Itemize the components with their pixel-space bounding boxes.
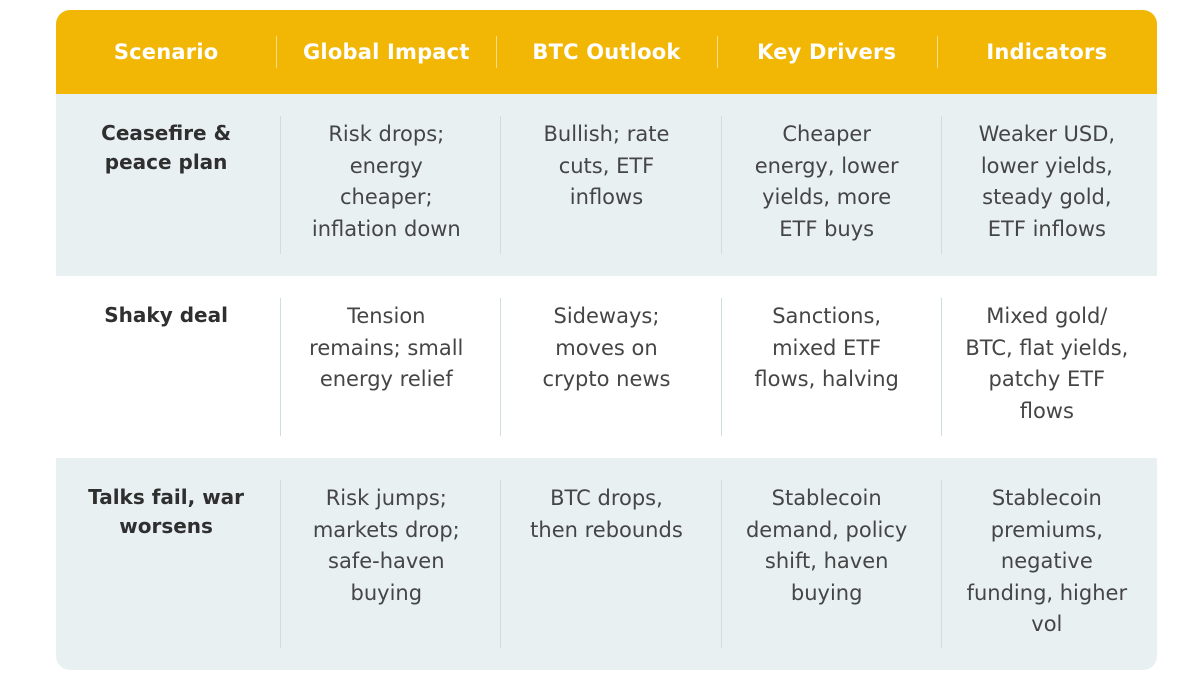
key-drivers-cell: Stablecoin demand, policy shift, haven b… — [717, 458, 937, 670]
scenario-cell: Ceasefire & peace plan — [101, 121, 232, 174]
header-scenario: Scenario — [113, 40, 219, 64]
header-key-drivers: Key Drivers — [716, 36, 937, 68]
global-impact-cell: Risk drops; energy cheaper; inflation do… — [276, 94, 496, 276]
btc-outlook-cell: Bullish; rate cuts, ETF inflows — [496, 94, 716, 276]
btc-outlook-cell: Sideways; moves on crypto news — [496, 276, 716, 458]
table-row: Ceasefire & peace plan Risk drops; energ… — [56, 94, 1157, 276]
scenario-cell: Shaky deal — [104, 303, 228, 327]
table-row: Shaky deal Tension remains; small energy… — [56, 276, 1157, 458]
table-header: Scenario Global Impact BTC Outlook Key D… — [56, 10, 1157, 94]
scenario-table: Scenario Global Impact BTC Outlook Key D… — [56, 10, 1157, 670]
key-drivers-cell: Cheaper energy, lower yields, more ETF b… — [717, 94, 937, 276]
header-btc-outlook: BTC Outlook — [496, 36, 716, 68]
indicators-cell: Mixed gold/ BTC, flat yields, patchy ETF… — [937, 276, 1157, 458]
header-indicators: Indicators — [936, 36, 1157, 68]
btc-outlook-cell: BTC drops, then rebounds — [496, 458, 716, 670]
global-impact-cell: Tension remains; small energy relief — [276, 276, 496, 458]
key-drivers-cell: Sanctions, mixed ETF flows, halving — [717, 276, 937, 458]
table-row: Talks fail, war worsens Risk jumps; mark… — [56, 458, 1157, 670]
header-global-impact: Global Impact — [276, 36, 496, 68]
indicators-cell: Stablecoin premiums, negative funding, h… — [937, 458, 1157, 670]
indicators-cell: Weaker USD, lower yields, steady gold, E… — [937, 94, 1157, 276]
global-impact-cell: Risk jumps; markets drop; safe-haven buy… — [276, 458, 496, 670]
scenario-cell: Talks fail, war worsens — [88, 485, 245, 538]
